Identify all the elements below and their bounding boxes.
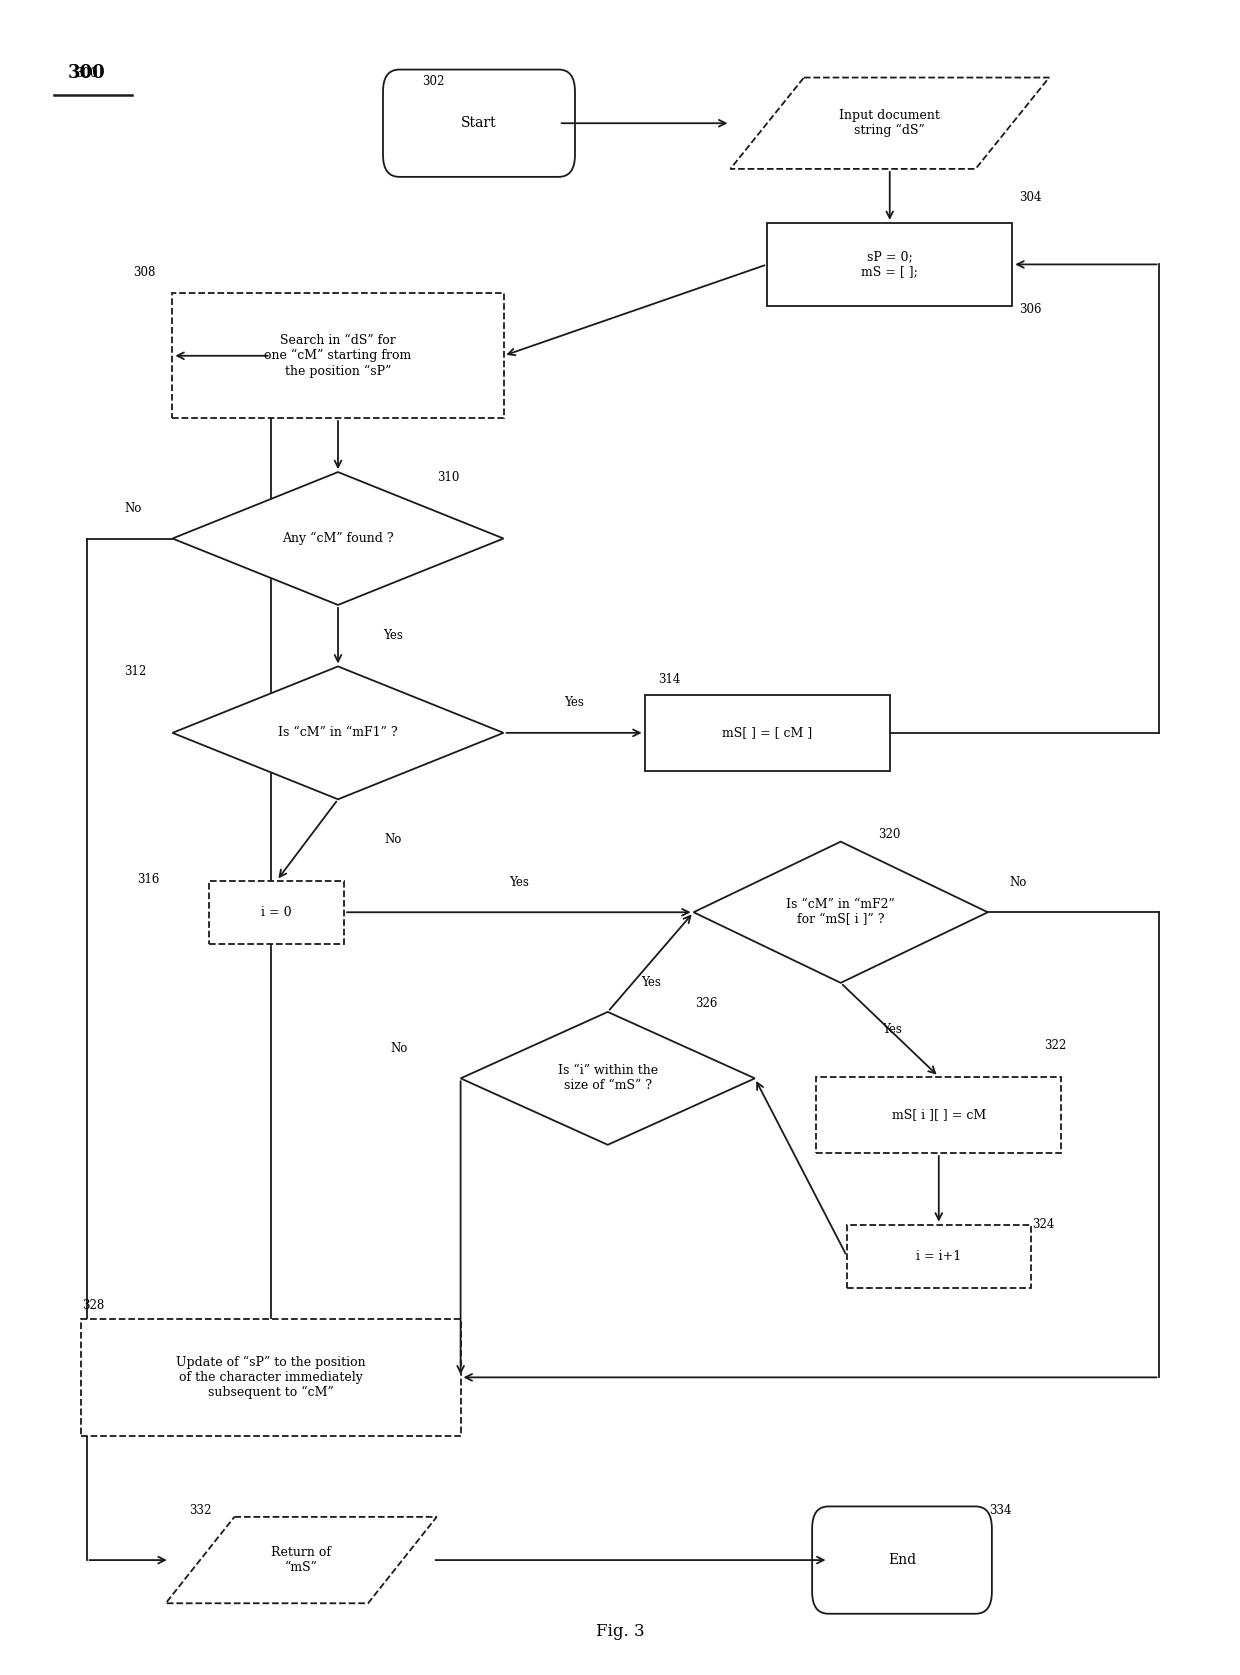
Text: 314: 314: [658, 673, 681, 687]
Text: 320: 320: [879, 827, 901, 841]
Text: 322: 322: [1044, 1038, 1066, 1052]
Polygon shape: [693, 841, 988, 983]
Text: Is “i” within the
size of “mS” ?: Is “i” within the size of “mS” ?: [558, 1064, 657, 1092]
Text: Yes: Yes: [383, 630, 403, 642]
Text: No: No: [1009, 876, 1027, 889]
Text: No: No: [124, 502, 141, 516]
Text: 304: 304: [1019, 191, 1042, 204]
FancyBboxPatch shape: [812, 1506, 992, 1613]
Polygon shape: [460, 1012, 755, 1144]
Text: Any “cM” found ?: Any “cM” found ?: [283, 533, 394, 544]
Bar: [210, 881, 345, 943]
Bar: [81, 1320, 460, 1435]
Text: 300: 300: [76, 67, 98, 80]
Text: mS[ ] = [ cM ]: mS[ ] = [ cM ]: [722, 727, 812, 739]
Text: 300: 300: [68, 64, 105, 82]
Text: No: No: [384, 834, 402, 846]
Text: Fig. 3: Fig. 3: [595, 1623, 645, 1640]
Text: Yes: Yes: [641, 975, 661, 988]
Text: Is “cM” in “mF2”
for “mS[ i ]” ?: Is “cM” in “mF2” for “mS[ i ]” ?: [786, 898, 895, 926]
Text: 306: 306: [1019, 303, 1042, 317]
Text: i = 0: i = 0: [262, 906, 291, 920]
Polygon shape: [172, 472, 503, 605]
Text: 332: 332: [190, 1504, 212, 1518]
Text: Yes: Yes: [882, 1023, 903, 1037]
Bar: [816, 1077, 1061, 1152]
Text: 302: 302: [423, 75, 445, 89]
Text: 316: 316: [136, 873, 159, 886]
Text: No: No: [391, 1042, 408, 1055]
Text: Return of
“mS”: Return of “mS”: [272, 1546, 331, 1574]
Polygon shape: [730, 77, 1049, 169]
Text: sP = 0;
mS = [ ];: sP = 0; mS = [ ];: [862, 251, 918, 278]
Polygon shape: [166, 1518, 436, 1603]
Text: 312: 312: [124, 665, 146, 678]
FancyBboxPatch shape: [383, 70, 575, 178]
Text: 326: 326: [694, 997, 717, 1010]
Text: 328: 328: [82, 1300, 104, 1313]
Text: Search in “dS” for
one “cM” starting from
the position “sP”: Search in “dS” for one “cM” starting fro…: [264, 333, 412, 377]
Text: mS[ i ][ ] = cM: mS[ i ][ ] = cM: [892, 1109, 986, 1121]
Text: Yes: Yes: [508, 876, 528, 889]
Bar: [172, 293, 503, 419]
Text: Is “cM” in “mF1” ?: Is “cM” in “mF1” ?: [278, 727, 398, 739]
Bar: [847, 1224, 1030, 1288]
Text: 324: 324: [1032, 1218, 1054, 1231]
Text: End: End: [888, 1553, 916, 1568]
Text: Start: Start: [461, 116, 497, 131]
Polygon shape: [172, 667, 503, 799]
Text: 308: 308: [133, 266, 155, 280]
Text: Update of “sP” to the position
of the character immediately
subsequent to “cM”: Update of “sP” to the position of the ch…: [176, 1355, 366, 1399]
Bar: [768, 223, 1012, 307]
Text: Input document
string “dS”: Input document string “dS”: [839, 109, 940, 137]
Text: 310: 310: [438, 471, 460, 484]
Bar: [645, 695, 890, 771]
Text: 334: 334: [988, 1504, 1012, 1518]
Text: Yes: Yes: [564, 697, 584, 710]
Text: i = i+1: i = i+1: [916, 1250, 961, 1263]
